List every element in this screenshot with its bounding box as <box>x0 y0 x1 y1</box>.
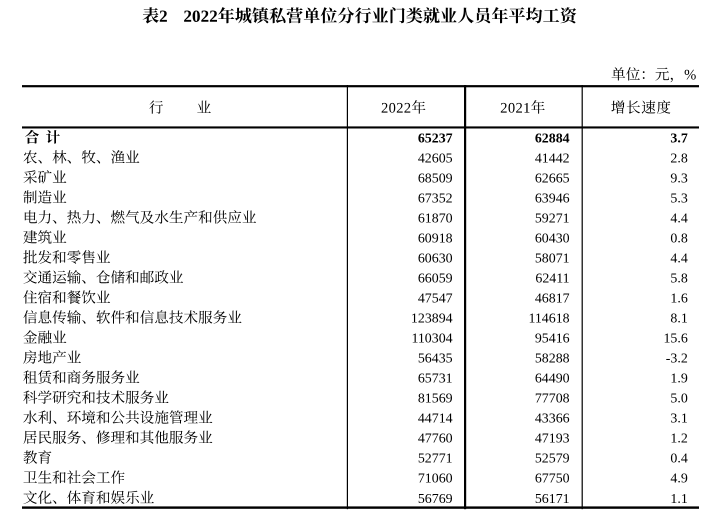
svg-text:5.8: 5.8 <box>670 272 687 287</box>
svg-text:15.6: 15.6 <box>663 332 687 347</box>
svg-text:42605: 42605 <box>418 151 453 166</box>
svg-text:4.4: 4.4 <box>670 252 687 267</box>
svg-text:59271: 59271 <box>535 212 570 227</box>
svg-text:8.1: 8.1 <box>670 312 687 327</box>
svg-text:77708: 77708 <box>535 392 570 407</box>
svg-text:47760: 47760 <box>418 432 453 447</box>
svg-text:61870: 61870 <box>418 212 453 227</box>
svg-text:81569: 81569 <box>418 392 453 407</box>
svg-text:47193: 47193 <box>535 432 570 447</box>
svg-text:65237: 65237 <box>418 131 453 146</box>
svg-text:60630: 60630 <box>418 252 453 267</box>
svg-text:60430: 60430 <box>535 232 570 247</box>
svg-text:-3.2: -3.2 <box>666 352 688 367</box>
svg-text:123894: 123894 <box>411 312 453 327</box>
svg-text:60918: 60918 <box>418 232 453 247</box>
svg-text:41442: 41442 <box>535 151 570 166</box>
svg-text:95416: 95416 <box>535 332 570 347</box>
svg-text:66059: 66059 <box>418 272 453 287</box>
svg-text:68509: 68509 <box>418 171 453 186</box>
svg-text:62884: 62884 <box>535 131 570 146</box>
svg-text:1.1: 1.1 <box>670 492 687 507</box>
svg-text:47547: 47547 <box>418 292 453 307</box>
svg-text:1.2: 1.2 <box>670 432 687 447</box>
svg-text:0.8: 0.8 <box>670 232 687 247</box>
svg-text:52579: 52579 <box>535 452 570 467</box>
svg-text:62411: 62411 <box>535 272 569 287</box>
svg-text:58288: 58288 <box>535 352 570 367</box>
svg-text:64490: 64490 <box>535 372 570 387</box>
svg-text:56171: 56171 <box>535 492 570 507</box>
svg-text:4.4: 4.4 <box>670 212 687 227</box>
svg-text:58071: 58071 <box>535 252 570 267</box>
svg-text:67352: 67352 <box>418 192 453 207</box>
svg-text:3.7: 3.7 <box>670 131 687 146</box>
svg-text:52771: 52771 <box>418 452 453 467</box>
svg-text:63946: 63946 <box>535 192 570 207</box>
svg-text:43366: 43366 <box>535 412 570 427</box>
svg-text:4.9: 4.9 <box>670 472 687 487</box>
svg-text:1.6: 1.6 <box>670 292 687 307</box>
svg-text:71060: 71060 <box>418 472 453 487</box>
svg-text:44714: 44714 <box>418 412 453 427</box>
svg-text:3.1: 3.1 <box>670 412 687 427</box>
svg-text:5.0: 5.0 <box>670 392 687 407</box>
svg-text:0.4: 0.4 <box>670 452 687 467</box>
svg-text:62665: 62665 <box>535 171 570 186</box>
svg-text:46817: 46817 <box>535 292 570 307</box>
svg-text:9.3: 9.3 <box>670 171 687 186</box>
svg-text:65731: 65731 <box>418 372 453 387</box>
svg-text:114618: 114618 <box>528 312 569 327</box>
svg-text:1.9: 1.9 <box>670 372 687 387</box>
svg-text:56435: 56435 <box>418 352 453 367</box>
svg-text:67750: 67750 <box>535 472 570 487</box>
svg-text:5.3: 5.3 <box>670 192 687 207</box>
svg-text:56769: 56769 <box>418 492 453 507</box>
svg-text:110304: 110304 <box>411 332 452 347</box>
svg-text:2.8: 2.8 <box>670 151 687 166</box>
